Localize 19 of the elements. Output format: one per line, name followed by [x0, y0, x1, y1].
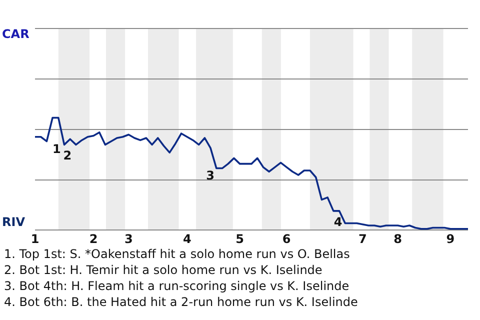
x-tick-label: 3	[124, 232, 133, 246]
x-tick-label: 2	[89, 232, 98, 246]
text: 2. Bot 1st: H. Temir hit a solo home run vs K. Iselinde	[4, 263, 322, 277]
text: 3. Bot 4th: H. Fleam hit a run-scoring single vs K. Iselinde	[4, 279, 350, 293]
text: 1. Top 1st: S. *Oakenstaff hit a solo home run vs O. Bellas	[4, 247, 350, 261]
annotation: 1	[52, 142, 61, 156]
text: CAR	[2, 27, 30, 41]
annotation: 4	[334, 214, 342, 229]
text: 4. Bot 6th: B. the Hated hit a 2-run home run vs K. Iselinde	[4, 295, 358, 309]
text: RIV	[2, 215, 26, 229]
x-tick-label: 9	[446, 232, 455, 246]
x-tick-label: 4	[182, 232, 192, 246]
x-tick-label: 5	[236, 232, 244, 246]
x-tick-label: 1	[30, 232, 40, 246]
annotation: 2	[63, 148, 72, 162]
x-tick-label: 6	[282, 232, 291, 246]
annotation: 3	[206, 168, 215, 182]
x-tick-label: 7	[358, 232, 367, 246]
x-tick-label: 8	[394, 232, 402, 246]
